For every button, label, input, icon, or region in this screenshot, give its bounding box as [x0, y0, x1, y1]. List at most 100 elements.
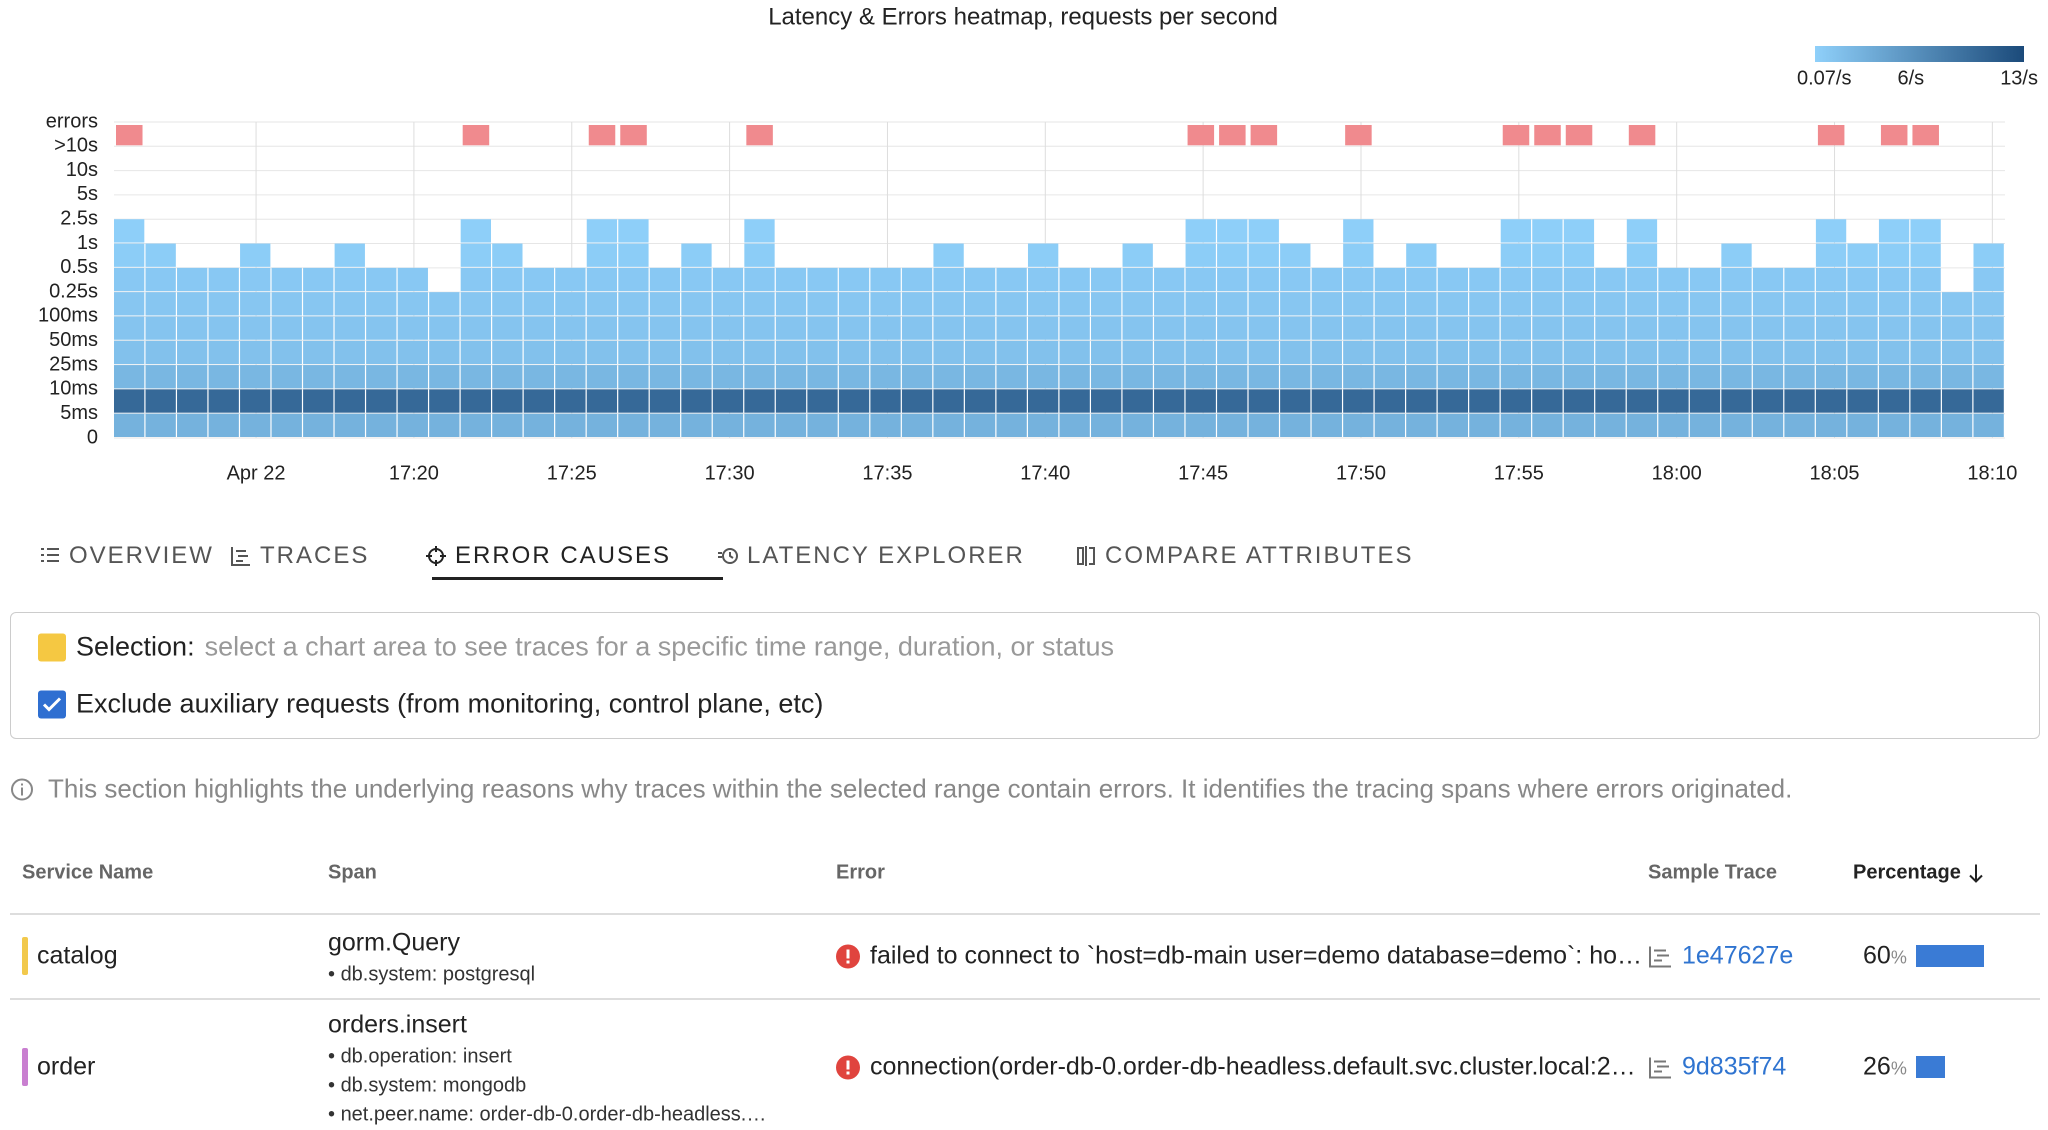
heatmap-cell: [1374, 316, 1405, 340]
heatmap-cell: [807, 413, 838, 437]
heatmap-cell: [334, 267, 365, 292]
heatmap-cell: [1721, 267, 1752, 292]
heatmap-cell: [208, 267, 239, 292]
heatmap-cell: [933, 365, 964, 389]
heatmap-cell: [1059, 389, 1090, 413]
column-header: Service Name: [22, 862, 153, 885]
heatmap-cell: [901, 340, 933, 365]
tab[interactable]: ERROR CAUSES: [425, 542, 671, 570]
tab[interactable]: OVERVIEW: [39, 542, 214, 570]
heatmap-cell: [1973, 413, 2004, 437]
tab-label[interactable]: LATENCY EXPLORER: [747, 542, 1025, 569]
heatmap-cell: [775, 316, 807, 340]
x-tick-label: 17:40: [1020, 462, 1070, 484]
heatmap-cell: [177, 292, 208, 316]
heatmap-cell: [1563, 219, 1595, 243]
heatmap-cell: [1847, 389, 1878, 413]
error-cell: [1817, 125, 1845, 146]
heatmap-cell: [1027, 413, 1059, 437]
error-icon: [836, 1055, 860, 1079]
heatmap-cell: [114, 267, 145, 292]
trace-id[interactable]: 1e47627e: [1682, 941, 1794, 970]
heatmap-cell: [1280, 340, 1311, 365]
heatmap-cell: [586, 389, 618, 413]
heatmap-cell: [1689, 365, 1721, 389]
tab[interactable]: LATENCY EXPLORER: [717, 542, 1025, 570]
heatmap-cell: [145, 243, 176, 267]
heatmap-cell: [1721, 365, 1752, 389]
heatmap-cell: [807, 340, 838, 365]
heatmap-cell: [1248, 219, 1279, 243]
heatmap-cell: [1091, 292, 1122, 316]
heatmap-cell: [1343, 243, 1374, 267]
heatmap-cell: [996, 365, 1027, 389]
heatmap-cell: [1311, 267, 1342, 292]
tab-label[interactable]: TRACES: [260, 542, 370, 569]
tab-label[interactable]: ERROR CAUSES: [455, 542, 672, 569]
y-tick-label: 0.5s: [60, 256, 98, 278]
heatmap-cell: [1563, 316, 1595, 340]
heatmap-cell: [1280, 316, 1311, 340]
exclude-row[interactable]: Exclude auxiliary requests (from monitor…: [38, 689, 823, 720]
heatmap-cell: [1532, 340, 1563, 365]
heatmap-cell: [838, 413, 870, 437]
heatmap-cell: [523, 389, 555, 413]
heatmap-cell: [1878, 340, 1910, 365]
heatmap-cell: [1091, 413, 1122, 437]
heatmap-cell: [1847, 413, 1878, 437]
error-cell: connection(order-db-0.order-db-headless.…: [836, 1053, 1636, 1082]
y-tick-label: 2.5s: [60, 208, 98, 230]
heatmap-cell: [366, 340, 397, 365]
sample-trace[interactable]: 9d835f74: [1648, 1053, 1786, 1082]
heatmap-cell: [1185, 316, 1216, 340]
heatmap-cell: [1027, 389, 1059, 413]
service-name: order: [37, 1052, 96, 1081]
error-text: connection(order-db-0.order-db-headless.…: [870, 1052, 1636, 1081]
trace-id[interactable]: 9d835f74: [1682, 1052, 1787, 1081]
heatmap-cell: [1374, 267, 1405, 292]
checkbox[interactable]: [38, 690, 66, 718]
tab[interactable]: TRACES: [230, 542, 369, 570]
heatmap-cell: [1185, 413, 1216, 437]
heatmap-cell: [681, 365, 712, 389]
heatmap-cell: [397, 267, 428, 292]
heatmap-cell: [1721, 292, 1752, 316]
tab-label[interactable]: OVERVIEW: [69, 542, 214, 569]
heatmap-cell: [1248, 340, 1279, 365]
heatmap-cell: [1563, 340, 1595, 365]
service-name: catalog: [37, 941, 118, 970]
heatmap-cell: [964, 267, 996, 292]
exclude-label[interactable]: Exclude auxiliary requests (from monitor…: [76, 688, 824, 719]
heatmap-cell: [1217, 340, 1248, 365]
heatmap-cell: [1343, 389, 1374, 413]
heatmap-cell: [933, 413, 964, 437]
heatmap-cell: [460, 219, 491, 243]
selection-row: Selection: select a chart area to see tr…: [38, 632, 1114, 663]
heatmap-cell: [271, 340, 302, 365]
heatmap-cell: [1185, 292, 1216, 316]
heatmap-cell: [1784, 292, 1815, 316]
heatmap-cell: [1658, 292, 1689, 316]
heatmap-cell: [1563, 389, 1595, 413]
error-cell: [1219, 125, 1246, 146]
heatmap-cell: [1343, 292, 1374, 316]
row-divider: [10, 998, 2040, 1000]
heatmap-cell: [1941, 292, 1973, 316]
x-tick-label: 17:35: [862, 462, 912, 484]
heatmap-cell: [1500, 340, 1532, 365]
tab-label[interactable]: COMPARE ATTRIBUTES: [1105, 542, 1414, 569]
column-header[interactable]: Percentage: [1853, 862, 1985, 885]
heatmap-cell: [964, 316, 996, 340]
heatmap-cell: [1248, 389, 1279, 413]
tab[interactable]: COMPARE ATTRIBUTES: [1075, 542, 1413, 570]
heatmap-cell: [712, 316, 744, 340]
heatmap-cell: [618, 267, 649, 292]
heatmap-cell: [586, 413, 618, 437]
heatmap-cell: [870, 413, 901, 437]
heatmap-cell: [492, 389, 523, 413]
heatmap-cell: [1941, 413, 1973, 437]
heatmap-cell: [555, 267, 586, 292]
heatmap-cell: [523, 267, 555, 292]
sample-trace[interactable]: 1e47627e: [1648, 942, 1793, 971]
heatmap-cell: [523, 316, 555, 340]
